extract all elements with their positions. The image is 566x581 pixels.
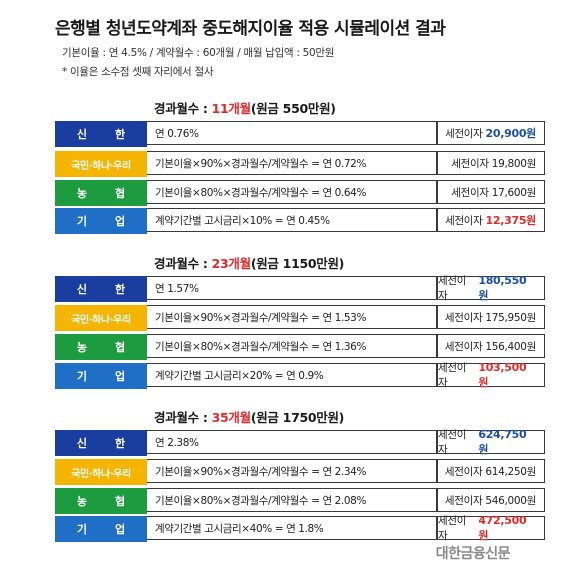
interest-amount: 175,950원 — [485, 311, 536, 324]
formula-cell: 기본이율×80%×경과월수/계약월수 = 연 1.36% — [147, 334, 437, 358]
formula-cell: 계약기간별 고시금리×40% = 연 1.8% — [147, 516, 437, 540]
interest-amount: 546,000원 — [485, 494, 536, 507]
formula-cell: 연 1.57% — [147, 276, 437, 300]
formula-cell: 연 0.76% — [147, 121, 437, 145]
interest-cell: 세전이자 19,800원 — [437, 151, 545, 175]
formula-cell: 기본이율×90%×경과월수/계약월수 = 연 0.72% — [147, 151, 437, 175]
interest-cell: 세전이자 103,500원 — [437, 360, 545, 389]
interest-cell: 세전이자 472,500원 — [437, 513, 545, 542]
bank-badge-kookmin-hana-woori: 국민·하나·우리 — [55, 305, 147, 331]
formula-cell: 기본이율×90%×경과월수/계약월수 = 연 1.53% — [147, 305, 437, 329]
interest-amount: 156,400원 — [485, 340, 536, 353]
bank-badge-kookmin-hana-woori: 국민·하나·우리 — [55, 459, 147, 485]
interest-amount: 19,800원 — [491, 157, 537, 170]
interest-cell: 세전이자 156,400원 — [437, 334, 545, 358]
section-header-35: 경과월수 : 35개월(원금 1750만원) — [154, 410, 345, 425]
interest-amount: 17,600원 — [491, 186, 537, 199]
interest-cell: 세전이자 12,375원 — [437, 208, 545, 232]
formula-cell: 기본이율×80%×경과월수/계약월수 = 연 2.08% — [147, 488, 437, 512]
interest-amount: 20,900원 — [485, 127, 537, 140]
table-row: 국민·하나·우리 기본이율×90%×경과월수/계약월수 = 연 2.34% 세전… — [55, 459, 545, 485]
table-row: 국민·하나·우리 기본이율×90%×경과월수/계약월수 = 연 1.53% 세전… — [55, 305, 545, 331]
section-header-11: 경과월수 : 11개월(원금 550만원) — [154, 101, 336, 116]
bank-badge-kookmin-hana-woori: 국민·하나·우리 — [55, 151, 147, 177]
interest-amount: 180,550원 — [478, 273, 527, 302]
table-row: 국민·하나·우리 기본이율×90%×경과월수/계약월수 = 연 0.72% 세전… — [55, 151, 545, 177]
page-title: 은행별 청년도약계좌 중도해지이율 적용 시뮬레이션 결과 — [55, 19, 446, 39]
formula-cell: 기본이율×80%×경과월수/계약월수 = 연 0.64% — [147, 180, 437, 204]
section-header-23: 경과월수 : 23개월(원금 1150만원) — [154, 256, 345, 271]
interest-cell: 세전이자 180,550원 — [437, 273, 545, 302]
interest-amount: 103,500원 — [478, 360, 527, 389]
publisher-logo: 대한금융신문 — [435, 546, 511, 562]
formula-cell: 연 2.38% — [147, 430, 437, 454]
formula-cell: 계약기간별 고시금리×10% = 연 0.45% — [147, 208, 437, 232]
interest-cell: 세전이자 614,250원 — [437, 459, 545, 483]
interest-amount: 472,500원 — [478, 513, 527, 542]
formula-cell: 기본이율×90%×경과월수/계약월수 = 연 2.34% — [147, 459, 437, 483]
interest-cell: 세전이자 175,950원 — [437, 305, 545, 329]
interest-cell: 세전이자 624,750원 — [437, 427, 545, 456]
interest-cell: 세전이자 20,900원 — [437, 121, 545, 145]
interest-amount: 624,750원 — [478, 427, 527, 456]
interest-cell: 세전이자 546,000원 — [437, 488, 545, 512]
interest-cell: 세전이자 17,600원 — [437, 180, 545, 204]
formula-cell: 계약기간별 고시금리×20% = 연 0.9% — [147, 363, 437, 387]
rounding-note: * 이율은 소수점 셋째 자리에서 절사 — [62, 66, 214, 78]
interest-amount: 12,375원 — [485, 214, 537, 227]
base-conditions-note: 기본이율 : 연 4.5% / 계약월수 : 60개월 / 매월 납입액 : 5… — [62, 47, 335, 59]
interest-amount: 614,250원 — [485, 465, 536, 478]
